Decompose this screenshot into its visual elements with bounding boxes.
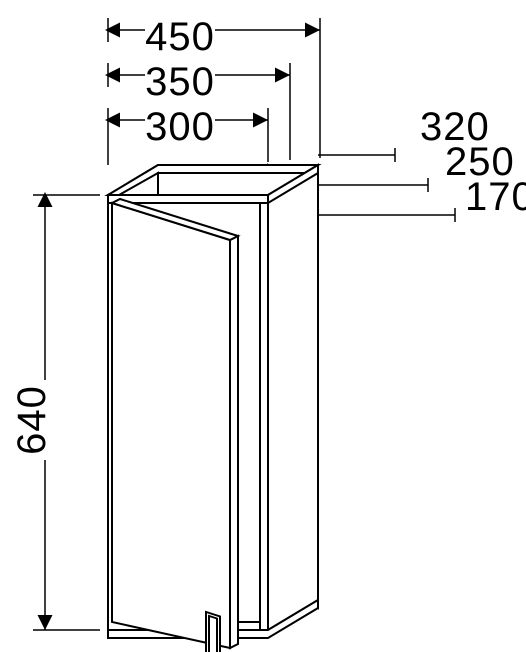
depth-dimensions: 320 250 170 [318,105,526,222]
cabinet-right-side [268,165,318,630]
cabinet-right-edge [260,195,268,630]
dim-label-450: 450 [145,15,215,59]
dimension-height-640: 640 [10,195,100,630]
dim-label-350: 350 [145,60,215,104]
cabinet [108,165,318,652]
dimension-width-450: 450 450 [108,15,320,59]
dim-label-300: 300 [145,105,215,149]
dimension-width-350: 350 [108,60,290,104]
cabinet-door [112,199,238,652]
dimension-width-300: 300 [108,105,268,149]
dim-label-170: 170 [465,175,526,219]
cabinet-technical-drawing: 450 450 350 300 320 250 170 [0,0,526,652]
dim-label-640: 640 [10,385,54,455]
door-handle [206,612,220,652]
